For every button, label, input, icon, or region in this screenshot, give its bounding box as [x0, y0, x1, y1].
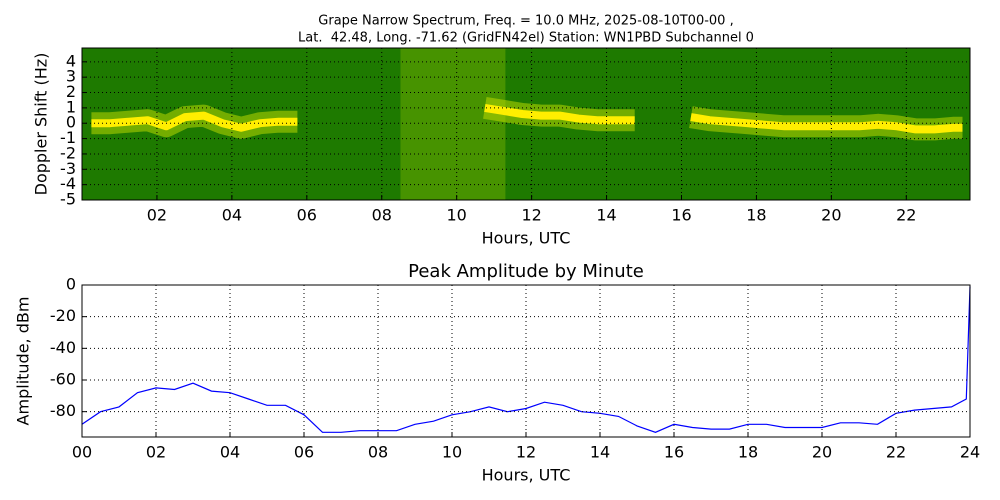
x-tick-label: 14: [590, 443, 610, 462]
y-tick-label: 4: [66, 51, 76, 70]
x-tick-label: 22: [886, 443, 906, 462]
y-tick-label: -20: [50, 306, 76, 325]
y-tick-label: -40: [50, 338, 76, 357]
x-tick-label: 16: [671, 206, 691, 225]
x-tick-label: 10: [447, 206, 467, 225]
x-tick-label: 06: [294, 443, 314, 462]
x-tick-label: 14: [596, 206, 616, 225]
y-tick-label: 0: [66, 275, 76, 294]
chart-subtitle: Lat. 42.48, Long. -71.62 (GridFN42el) St…: [298, 31, 754, 46]
y-tick-label: 2: [66, 82, 76, 101]
x-tick-label: 00: [72, 443, 92, 462]
doppler-trace: [91, 103, 963, 134]
y-tick-label: -3: [60, 159, 76, 178]
x-tick-label: 22: [896, 206, 916, 225]
x-tick-label: 20: [812, 443, 832, 462]
y-axis-label: Doppler Shift (Hz): [32, 53, 51, 196]
x-tick-label: 04: [220, 443, 240, 462]
x-tick-label: 08: [372, 206, 392, 225]
y-tick-label: -1: [60, 128, 76, 147]
y-tick-label: 3: [66, 67, 76, 86]
y-tick-label: -2: [60, 143, 76, 162]
x-tick-label: 06: [297, 206, 317, 225]
x-tick-label: 12: [516, 443, 536, 462]
x-tick-label: 12: [521, 206, 541, 225]
x-tick-label: 20: [821, 206, 841, 225]
y-tick-label: -80: [50, 401, 76, 420]
chart-title: Peak Amplitude by Minute: [408, 261, 644, 282]
x-tick-label: 16: [664, 443, 684, 462]
x-tick-label: 02: [146, 443, 166, 462]
plot-frame: [81, 284, 971, 438]
amplitude-line: [81, 286, 971, 433]
x-tick-label: 04: [222, 206, 242, 225]
x-tick-label: 18: [746, 206, 766, 225]
y-tick-label: -5: [60, 190, 76, 209]
x-axis-label: Hours, UTC: [482, 466, 571, 485]
y-tick-label: -4: [60, 174, 76, 193]
x-tick-label: 02: [147, 206, 167, 225]
x-tick-label: 18: [738, 443, 758, 462]
x-tick-label: 24: [960, 443, 980, 462]
x-axis-label: Hours, UTC: [482, 229, 571, 248]
x-tick-label: 10: [442, 443, 462, 462]
y-tick-label: -60: [50, 370, 76, 389]
plot-frame: [81, 47, 971, 201]
noise-band: [400, 48, 506, 200]
y-axis-label: Amplitude, dBm: [14, 297, 33, 426]
y-tick-label: 1: [66, 97, 76, 116]
y-tick-label: 0: [66, 113, 76, 132]
x-tick-label: 08: [368, 443, 388, 462]
chart-title: Grape Narrow Spectrum, Freq. = 10.0 MHz,…: [318, 14, 733, 29]
